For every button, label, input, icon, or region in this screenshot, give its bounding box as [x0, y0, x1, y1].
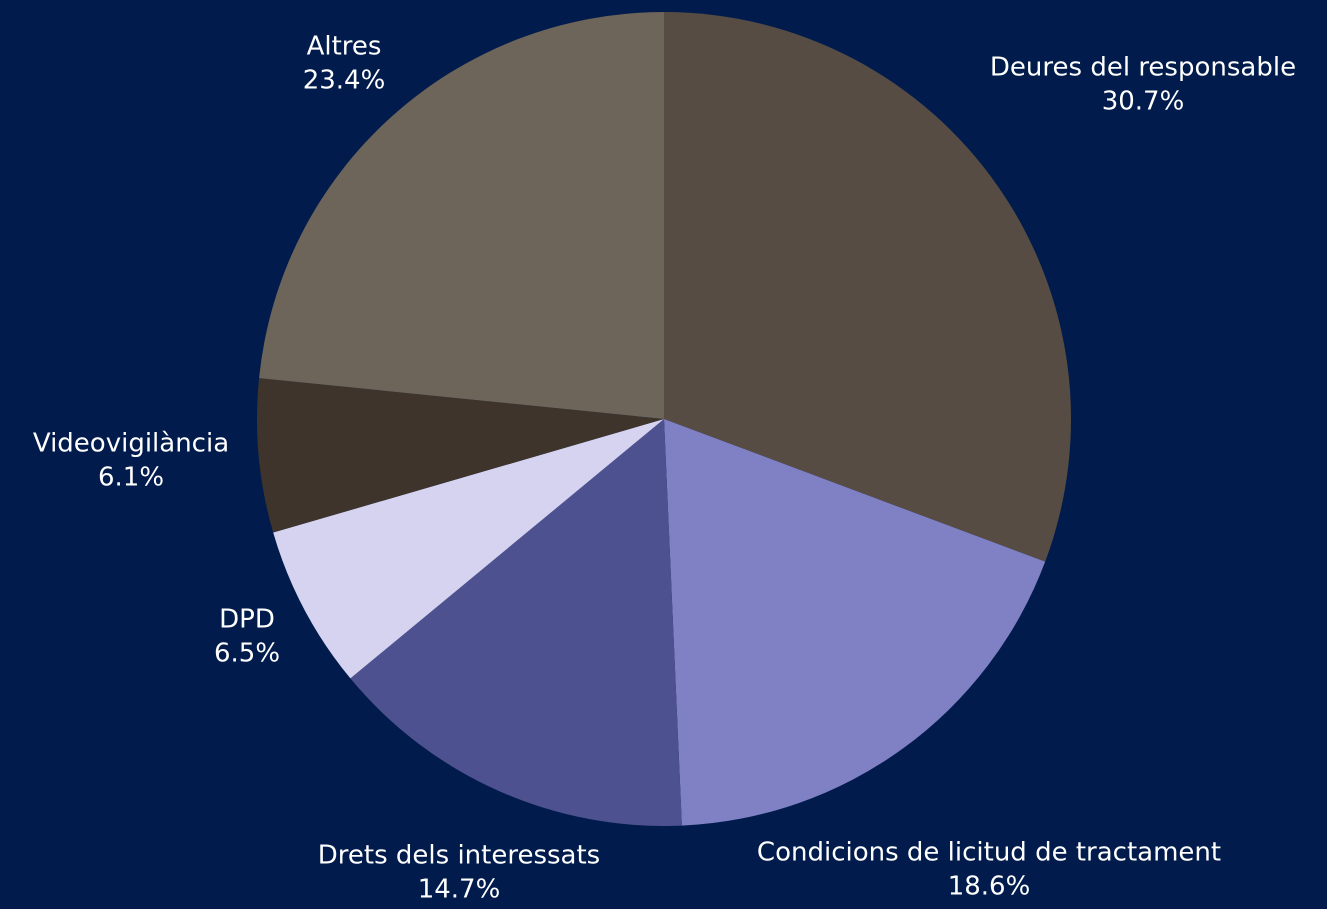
pie-slice: [664, 419, 1046, 826]
slice-value: 14.7%: [418, 875, 501, 905]
pie-slice: [273, 419, 664, 679]
pie-slice: [256, 378, 664, 533]
slice-label: Altres: [307, 32, 382, 62]
pie-slice: [350, 419, 682, 826]
slice-label: Drets dels interessats: [318, 841, 600, 871]
pie-slice: [259, 12, 664, 419]
slice-label: Condicions de licitud de tractament: [757, 838, 1221, 868]
slice-value: 6.1%: [98, 463, 164, 493]
slice-label: Deures del responsable: [990, 53, 1296, 83]
slice-value: 23.4%: [303, 66, 386, 96]
slice-value: 18.6%: [948, 872, 1031, 902]
slice-label: DPD: [219, 605, 275, 635]
slice-label: Videovigilància: [33, 429, 229, 459]
slice-value: 6.5%: [214, 639, 280, 669]
pie-slice: [664, 12, 1071, 562]
slice-value: 30.7%: [1102, 87, 1185, 117]
